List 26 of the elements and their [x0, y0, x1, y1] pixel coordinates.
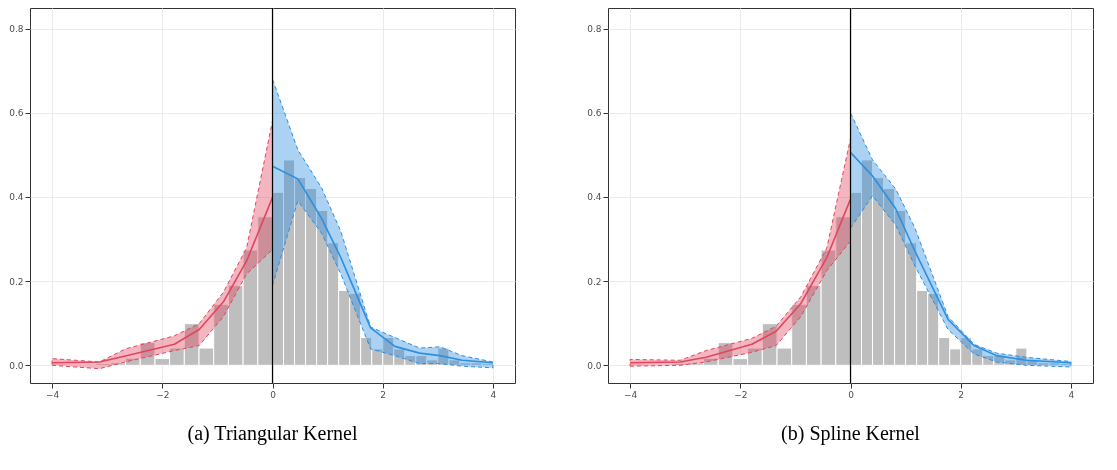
x-tick-label: 0 [270, 389, 277, 400]
x-tick-label: −4 [623, 389, 638, 400]
x-tick-label: 2 [958, 389, 965, 400]
y-tick-label: 0.0 [9, 360, 24, 371]
line-series [849, 151, 1072, 364]
x-tick-label: 0 [848, 389, 855, 400]
line-series [629, 198, 852, 364]
x-tick-label: −2 [156, 389, 170, 400]
y-tick-label: 0.4 [9, 192, 24, 203]
y-tick-label: 0.2 [587, 276, 602, 287]
x-tick-label: −2 [734, 389, 748, 400]
y-tick-label: 0.6 [587, 108, 602, 119]
y-tick-label: 0.4 [587, 192, 602, 203]
y-tick-label: 0.8 [587, 24, 602, 35]
text: (a) Triangular Kernel [187, 422, 358, 445]
y-tick-label: 0.0 [587, 360, 602, 371]
x-tick-label: 4 [490, 389, 497, 400]
x-tick-label: 2 [380, 389, 387, 400]
y-tick-label: 0.8 [9, 24, 24, 35]
x-tick-label: 4 [1068, 389, 1075, 400]
x-tick-label: −4 [45, 389, 60, 400]
line-series [271, 165, 494, 364]
text: (b) Spline Kernel [781, 422, 921, 445]
y-tick-label: 0.2 [9, 276, 24, 287]
line-series [51, 196, 274, 364]
y-tick-label: 0.6 [9, 108, 24, 119]
